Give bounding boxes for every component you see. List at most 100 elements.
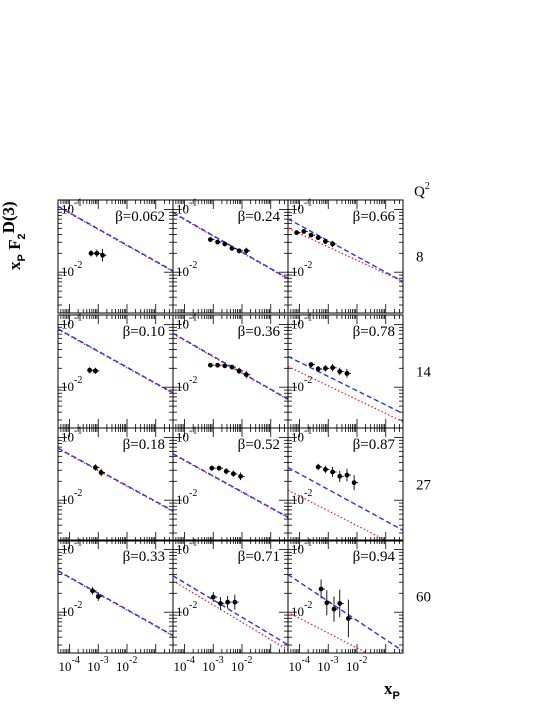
x-tick-label: 10-2 xyxy=(346,655,367,674)
panel-r1-c1: 10-110-2β=0.36 xyxy=(172,312,289,429)
q2-header-label: Q2 xyxy=(414,181,430,200)
model-curve-blue-dashed xyxy=(288,355,403,415)
data-point xyxy=(98,470,104,475)
data-point xyxy=(315,235,321,241)
data-point xyxy=(232,599,238,605)
data-point xyxy=(315,366,321,372)
data-point xyxy=(92,465,98,470)
y-tick-label: 10-2 xyxy=(291,600,312,619)
x-tick-labels: 10-4 10-3 10-2 10-4 10-3 10-2 10-4 10-3 10-2 xyxy=(59,655,368,674)
y-tick-label: 10-2 xyxy=(291,260,312,279)
data-point xyxy=(230,471,236,477)
y-tick-label: 10-2 xyxy=(291,375,312,394)
data-point xyxy=(337,601,343,606)
y-tick-label: 10-2 xyxy=(61,600,82,619)
data-point xyxy=(308,362,314,367)
model-curve-blue-dashed xyxy=(58,205,173,272)
panel-r0-c1: 10-110-2β=0.24 xyxy=(172,197,289,314)
data-point xyxy=(322,365,328,371)
data-point xyxy=(322,467,328,472)
model-curve-red-dotted xyxy=(288,227,403,283)
beta-label: β=0.24 xyxy=(238,209,281,225)
data-point xyxy=(322,239,328,244)
plot-area xyxy=(173,332,288,401)
panel-r2-c1: 10-110-2β=0.52 xyxy=(172,425,289,542)
x-tick-label: 10-3 xyxy=(202,655,223,674)
data-point xyxy=(87,367,93,373)
data-point xyxy=(215,362,220,368)
beta-label: β=0.94 xyxy=(353,549,396,565)
q2-value-60: 60 xyxy=(416,590,431,606)
panel-r3-c2: 10-110-2β=0.94 xyxy=(287,537,404,654)
data-point xyxy=(210,594,216,600)
beta-label: β=0.062 xyxy=(115,209,165,225)
panel-r2-c2: 10-110-2β=0.87 xyxy=(287,425,404,542)
data-point xyxy=(330,241,335,247)
model-curve-blue-dashed xyxy=(58,570,173,637)
panel-grid: 10-110-2β=0.06210-110-2β=0.2410-110-2β=0… xyxy=(57,197,404,654)
plot-area xyxy=(288,355,403,423)
data-point xyxy=(236,368,242,374)
data-point xyxy=(222,363,228,369)
x-tick-label: 10-2 xyxy=(116,655,137,674)
data-point xyxy=(294,230,300,236)
panel-r1-c0: 10-110-2β=0.10 xyxy=(57,312,174,429)
data-point xyxy=(209,465,215,471)
data-point xyxy=(330,469,335,475)
panel-r0-c2: 10-110-2β=0.66 xyxy=(287,197,404,314)
plot-area xyxy=(288,218,403,283)
x-tick-label: 10-4 xyxy=(59,655,80,674)
beta-label: β=0.52 xyxy=(238,437,280,453)
data-point xyxy=(95,594,101,599)
y-tick-label: 10-2 xyxy=(61,488,82,507)
y-axis-title: xP F2D(3) xyxy=(0,201,28,270)
beta-label: β=0.33 xyxy=(123,549,165,565)
y-tick-label: 10-2 xyxy=(176,488,197,507)
data-point xyxy=(318,586,324,592)
panel-r2-c0: 10-110-2β=0.18 xyxy=(57,425,174,542)
model-curve-red-dotted xyxy=(173,580,288,651)
model-curve-red-dotted xyxy=(288,489,389,541)
q2-value-8: 8 xyxy=(416,250,424,266)
data-point xyxy=(315,464,321,470)
data-point xyxy=(324,600,330,606)
beta-label: β=0.66 xyxy=(353,209,396,225)
data-point xyxy=(344,472,350,478)
beta-label: β=0.71 xyxy=(238,549,280,565)
data-point xyxy=(229,364,235,370)
plot-area xyxy=(58,205,173,273)
data-point xyxy=(344,370,350,376)
data-point xyxy=(90,588,95,594)
model-curve-blue-dashed xyxy=(173,211,288,280)
model-curve-blue-dashed xyxy=(173,453,288,518)
y-tick-label: 10-2 xyxy=(61,375,82,394)
data-point xyxy=(222,241,228,247)
data-point xyxy=(223,468,229,474)
data-point xyxy=(337,473,343,479)
x-tick-label: 10-3 xyxy=(317,655,338,674)
panel-r3-c1: 10-110-2β=0.71 xyxy=(172,537,289,654)
x-tick-label: 10-4 xyxy=(174,655,195,674)
data-point xyxy=(229,245,235,251)
beta-label: β=0.18 xyxy=(123,437,165,453)
panel-r3-c0: 10-110-2β=0.33 xyxy=(57,537,174,654)
data-point xyxy=(207,362,213,368)
plot-area xyxy=(288,463,403,541)
data-point xyxy=(92,368,98,374)
data-point xyxy=(100,252,105,258)
panel-r0-c0: 10-110-2β=0.062 xyxy=(57,197,174,314)
x-tick-label: 10-4 xyxy=(289,655,310,674)
beta-label: β=0.87 xyxy=(353,437,396,453)
data-point xyxy=(218,601,223,606)
data-point xyxy=(225,599,231,605)
model-curve-blue-dashed xyxy=(58,447,173,512)
q2-row-labels: 8 14 27 60 xyxy=(416,250,432,606)
x-axis-title: xP xyxy=(384,679,400,702)
data-point xyxy=(351,480,357,486)
plot-area xyxy=(58,447,173,513)
data-point xyxy=(345,616,351,621)
data-point xyxy=(238,473,243,479)
q2-value-27: 27 xyxy=(416,478,432,494)
data-point xyxy=(243,248,249,254)
